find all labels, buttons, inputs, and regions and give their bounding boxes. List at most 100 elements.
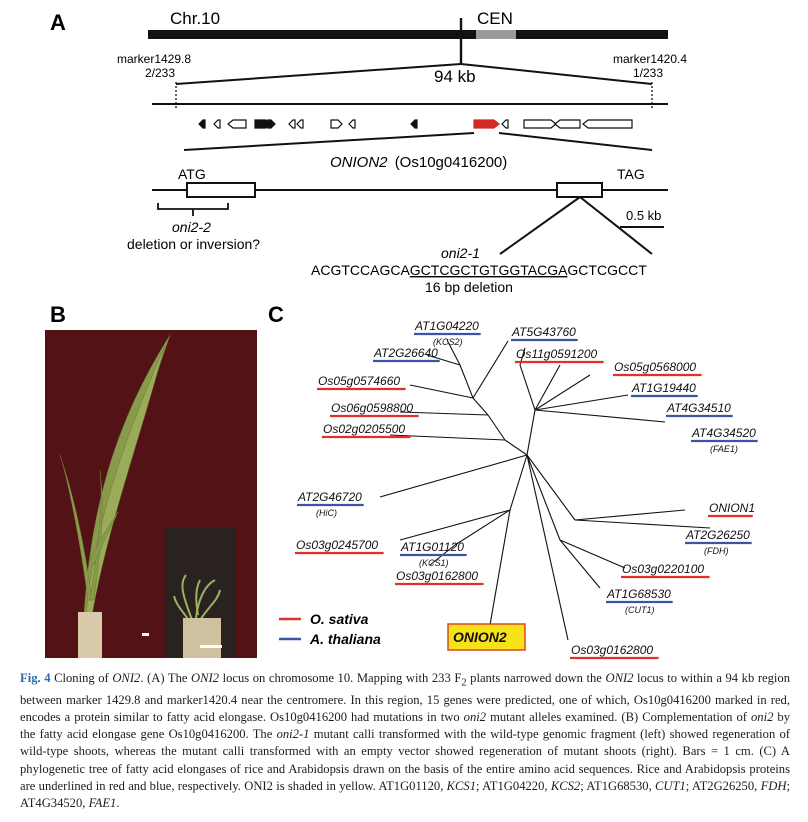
figure-4: A Chr.10 CEN marker1429.8 2/233 marker14… (45, 9, 758, 660)
branch (389, 434, 506, 441)
zoom-line-right (460, 63, 653, 85)
tree-leaf-sublabel: (KCS2) (433, 337, 463, 347)
callus-base (78, 612, 102, 658)
figure-label: Fig. 4 (20, 671, 51, 685)
tree-leaf-label: AT4G34510 (666, 401, 731, 415)
target-gene-arrow (473, 119, 500, 129)
branch (409, 384, 474, 399)
gene-zoom-right (498, 132, 653, 151)
tree-leaf-label: ONION2 (453, 629, 507, 645)
species-legend: O. sativa A. thaliana (279, 611, 381, 647)
gene-arrow (501, 119, 509, 129)
marker-right-count: 1/233 (633, 66, 663, 80)
sequence-deleted: GCTCGCTGTGGTACGA (410, 262, 568, 278)
predicted-genes (198, 119, 633, 129)
tree-leaf-labels: AT1G04220 (KCS2) AT5G43760 AT2G26640 Os11g05… (295, 319, 758, 660)
scale-bar-right (200, 645, 222, 648)
caption-part: ; AT2G26250, (685, 778, 761, 793)
caption-part: KCS1 (446, 778, 477, 793)
chromosome-label: Chr.10 (170, 9, 220, 28)
branch (504, 439, 528, 456)
caption-part: oni2 (751, 709, 774, 724)
marker-left-count: 2/233 (145, 66, 175, 80)
centromere-label: CEN (477, 9, 513, 28)
caption-part: . (116, 795, 120, 810)
shoot (199, 589, 221, 621)
tree-leaf-label: AT1G19440 (631, 381, 696, 395)
caption-part: CUT1 (655, 778, 686, 793)
wild-type-shoot (59, 334, 171, 616)
region-size-label: 94 kb (434, 67, 476, 86)
gene-arrow (227, 119, 247, 129)
deletion-label: 16 bp deletion (425, 279, 513, 295)
branch (526, 454, 561, 541)
gene-id: (Os10g0416200) (395, 154, 508, 171)
gene-arrow (267, 119, 276, 129)
stop-codon-label: TAG (617, 166, 645, 182)
caption-title: Cloning of (54, 671, 109, 685)
shoot (195, 579, 201, 616)
branch (446, 339, 461, 366)
tree-leaf-label: Os11g0591200 (516, 347, 598, 361)
tree-leaf-label: AT2G26640 (373, 346, 438, 360)
branch (489, 509, 511, 626)
caption-part: . (A) The (140, 671, 192, 685)
onion2-highlight (447, 623, 526, 651)
tree-leaf-label: Os03g0245700 (296, 538, 378, 552)
branch (526, 454, 569, 641)
branch (459, 364, 474, 399)
gene-arrow (554, 119, 581, 129)
branch (526, 454, 576, 521)
leaf (89, 511, 119, 566)
caption-part: ; AT1G04220, (476, 778, 551, 793)
branch (559, 539, 601, 589)
branch (574, 509, 686, 521)
tree-leaf-label: Os03g0162800 (571, 643, 653, 657)
marker-right-label: marker1420.4 (613, 52, 687, 66)
gene-arrow (330, 119, 343, 129)
caption-part: mutant alleles examined. (B) Complementa… (486, 709, 751, 724)
caption-part: ONI2 (605, 671, 634, 685)
caption-part: ONI2 (191, 671, 220, 685)
branch (472, 340, 509, 399)
gene-arrow (296, 119, 304, 129)
phylogenetic-tree (379, 339, 711, 641)
shoot (181, 574, 193, 621)
oni2-2-description: deletion or inversion? (127, 236, 260, 252)
gene-arrow (348, 119, 356, 129)
caption-part: FAE1 (88, 795, 117, 810)
branch (526, 409, 536, 456)
branch (454, 509, 511, 546)
scale-label: 0.5 kb (626, 208, 661, 223)
tree-leaf-label: AT1G01120 (400, 540, 464, 554)
tree-leaf-label: AT1G68530 (606, 587, 671, 601)
branch (534, 409, 666, 423)
caption-part: ; AT1G68530, (580, 778, 655, 793)
gene-arrow (288, 119, 296, 129)
gene-arrow (213, 119, 221, 129)
tree-leaf-label: AT1G04220 (414, 319, 479, 333)
gene-arrow (582, 119, 633, 129)
gene-title: ONION2 (Os10g0416200) (330, 154, 507, 171)
legend-label-at: A. thaliana (309, 631, 381, 647)
shoot (195, 579, 216, 619)
branch (559, 539, 626, 569)
leaf (59, 454, 93, 601)
centromere-region (476, 30, 516, 39)
chromosome-bar (148, 30, 668, 39)
tree-leaf-label: AT2G46720 (297, 490, 362, 504)
panel-b-label: B (50, 302, 66, 327)
oni2-2-bracket (157, 203, 229, 216)
oni2-1-pointer-left (499, 196, 581, 255)
tree-leaf-label: Os03g0162800 (396, 569, 478, 583)
branch (534, 364, 561, 411)
gene-arrow (198, 119, 206, 129)
zoom-line-left (175, 63, 462, 85)
branch (519, 364, 536, 411)
caption-part: oni2-1 (276, 727, 310, 742)
tree-leaf-label: Os03g0220100 (622, 562, 704, 576)
oni2-1-label: oni2-1 (441, 245, 480, 261)
tree-leaf-label: Os05g0574660 (318, 374, 400, 388)
figure-caption: Fig. 4 Cloning of ONI2. (A) The ONI2 loc… (20, 670, 790, 812)
branch (487, 414, 506, 441)
